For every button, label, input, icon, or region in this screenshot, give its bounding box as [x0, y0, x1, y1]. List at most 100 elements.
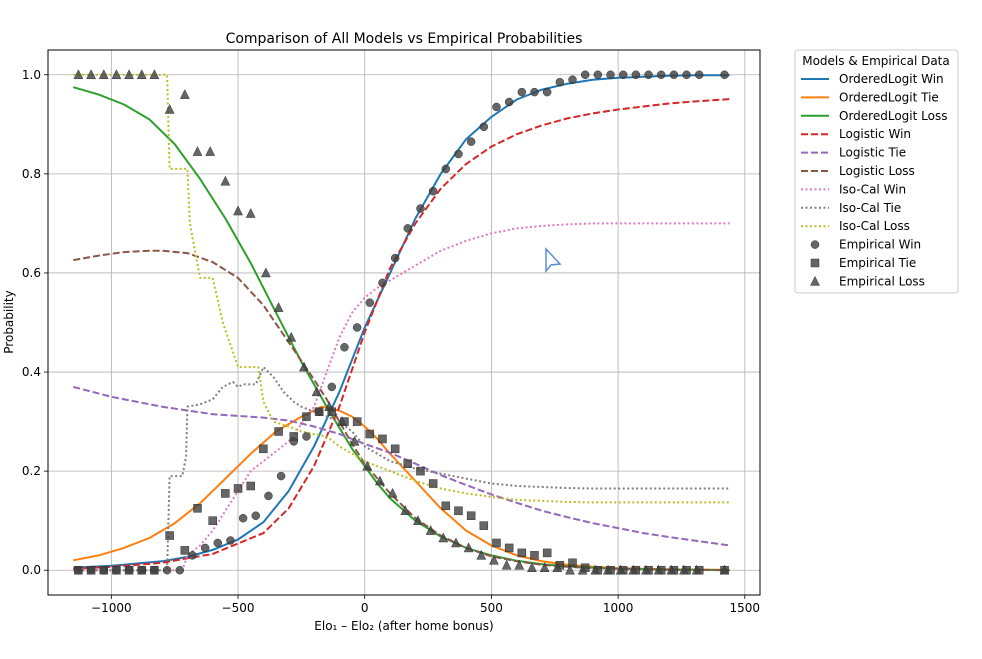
y-axis-ticks: 0.0 0.2 0.4 0.6 0.8 1.0: [22, 68, 48, 577]
point-empirical-win: [720, 70, 729, 80]
point-empirical-tie: [428, 479, 438, 488]
point-empirical-win: [466, 137, 476, 146]
point-empirical-win: [238, 513, 248, 523]
point-empirical-loss: [501, 559, 512, 570]
point-empirical-loss: [111, 69, 122, 80]
point-empirical-tie: [568, 558, 577, 568]
point-empirical-tie: [542, 548, 552, 558]
point-empirical-tie: [246, 481, 255, 491]
point-empirical-win: [631, 70, 641, 80]
point-empirical-loss: [565, 564, 575, 575]
point-empirical-tie: [221, 489, 230, 498]
point-empirical-tie: [165, 531, 174, 540]
mouse-cursor-icon: [545, 247, 562, 274]
series-line-logistic-loss: [73, 249, 730, 572]
point-empirical-win: [618, 70, 628, 80]
point-empirical-win: [492, 102, 501, 112]
point-empirical-loss: [719, 564, 730, 575]
point-empirical-tie: [86, 565, 96, 575]
point-empirical-loss: [192, 146, 203, 156]
point-empirical-win: [606, 70, 615, 80]
legend-items: OrderedLogit Win OrderedLogit Tie OrderedL…: [801, 72, 947, 288]
point-empirical-loss: [164, 103, 175, 114]
legend-marker-empirical-tie: [810, 258, 820, 268]
point-empirical-loss: [349, 435, 360, 446]
point-empirical-loss: [590, 564, 601, 575]
legend-label-iso-cal-win: Iso-Cal Win: [839, 182, 906, 196]
legend-marker-empirical-loss: [810, 275, 820, 286]
point-empirical-tie: [314, 407, 324, 416]
point-empirical-tie: [479, 521, 489, 530]
legend-marker-empirical-win: [810, 240, 820, 249]
point-empirical-win: [568, 75, 577, 84]
point-empirical-tie: [112, 565, 121, 575]
point-empirical-win: [365, 298, 375, 307]
point-empirical-loss: [337, 416, 347, 426]
legend-label-logistic-win: Logistic Win: [839, 127, 911, 141]
point-empirical-loss: [136, 69, 147, 80]
point-empirical-loss: [425, 525, 436, 535]
series-lines: [73, 73, 730, 572]
point-empirical-loss: [261, 267, 271, 278]
point-empirical-loss: [324, 401, 335, 411]
y-axis-label: Probability: [2, 290, 16, 353]
point-empirical-loss: [73, 69, 84, 80]
point-empirical-win: [251, 511, 261, 520]
y-tick-label: 0.2: [22, 464, 41, 478]
point-empirical-tie: [416, 466, 425, 476]
y-tick-label: 0.0: [22, 563, 41, 577]
point-empirical-loss: [311, 386, 322, 397]
point-empirical-loss: [666, 564, 677, 575]
series-line-orderedlogit-win: [73, 74, 730, 569]
point-empirical-win: [479, 122, 489, 132]
point-empirical-loss: [451, 537, 461, 548]
series-line-logistic-tie: [73, 385, 730, 547]
legend-title: Models & Empirical Data: [802, 54, 950, 68]
point-empirical-win: [175, 565, 185, 575]
point-empirical-loss: [413, 515, 423, 525]
x-tick-label: 0: [361, 601, 369, 615]
series-line-logistic-win: [73, 98, 730, 570]
point-empirical-tie: [390, 444, 400, 454]
point-empirical-tie: [274, 427, 283, 436]
point-empirical-loss: [476, 549, 487, 560]
x-tick-label: −500: [222, 601, 255, 615]
point-empirical-loss: [220, 175, 231, 186]
point-empirical-tie: [259, 444, 268, 454]
point-empirical-loss: [514, 559, 525, 570]
point-empirical-tie: [352, 417, 362, 426]
point-empirical-loss: [245, 207, 256, 218]
legend-label-empirical-tie: Empirical Tie: [839, 256, 916, 270]
point-empirical-tie: [466, 511, 476, 520]
point-empirical-tie: [504, 543, 514, 553]
point-empirical-tie: [365, 429, 375, 439]
point-empirical-win: [504, 97, 514, 107]
point-empirical-win: [276, 471, 286, 481]
point-empirical-tie: [150, 565, 159, 575]
empirical-markers: [73, 69, 730, 575]
point-empirical-win: [530, 87, 539, 97]
point-empirical-loss: [387, 487, 398, 498]
point-empirical-win: [644, 70, 653, 80]
point-empirical-loss: [653, 564, 664, 575]
point-empirical-loss: [463, 542, 474, 553]
point-empirical-win: [441, 164, 451, 174]
y-tick-label: 0.8: [22, 167, 41, 181]
point-empirical-win: [517, 87, 527, 97]
y-tick-label: 0.4: [22, 365, 41, 379]
point-empirical-loss: [86, 69, 96, 80]
point-empirical-win: [340, 343, 349, 352]
point-empirical-tie: [289, 432, 299, 441]
series-line-iso-cal-tie: [73, 366, 730, 572]
series-line-iso-cal-win: [73, 222, 730, 572]
point-empirical-loss: [679, 564, 689, 575]
point-empirical-tie: [180, 546, 190, 555]
point-empirical-win: [428, 186, 438, 196]
point-empirical-loss: [286, 331, 297, 342]
point-empirical-tie: [403, 459, 413, 468]
point-empirical-loss: [299, 361, 309, 372]
x-axis-label: Elo₁ – Elo₂ (after home bonus): [314, 619, 493, 633]
point-empirical-win: [454, 149, 463, 159]
point-empirical-loss: [179, 89, 190, 99]
point-empirical-tie: [378, 434, 387, 444]
